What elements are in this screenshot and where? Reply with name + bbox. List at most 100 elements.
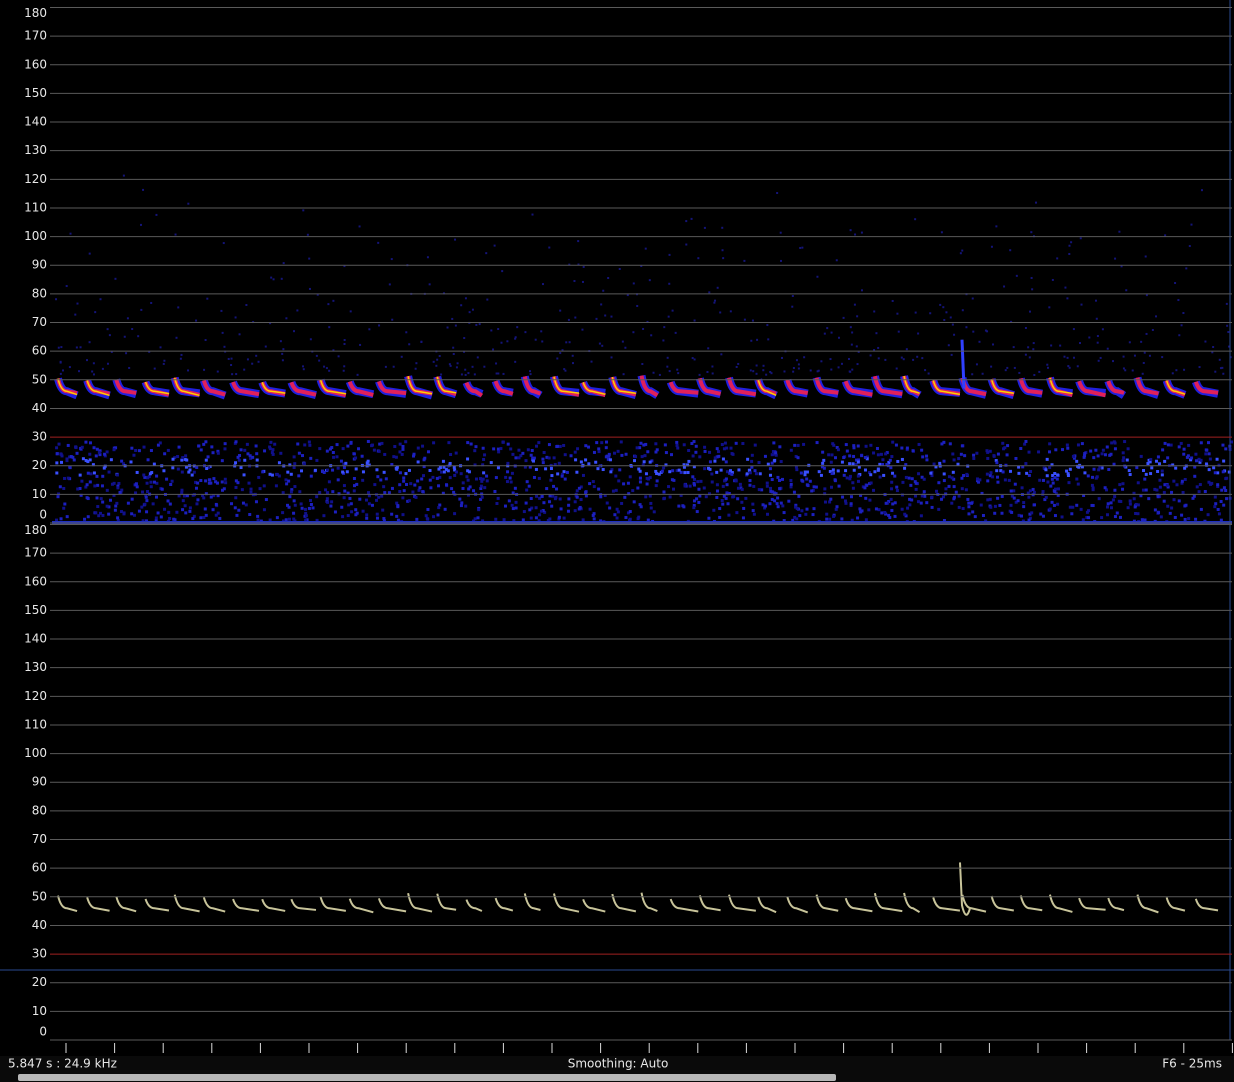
noise (692, 454, 695, 457)
noise (1056, 257, 1058, 259)
noise (542, 283, 544, 285)
noise (1024, 462, 1027, 465)
noise (752, 509, 755, 512)
noise (1057, 487, 1060, 490)
noise (615, 489, 618, 492)
noise (948, 344, 950, 346)
noise (449, 363, 451, 365)
noise (180, 489, 183, 492)
noise (370, 444, 373, 447)
noise (155, 214, 157, 216)
noise (978, 341, 980, 343)
noise (189, 468, 192, 471)
noise (472, 489, 475, 492)
noise (1124, 369, 1126, 371)
noise (235, 373, 237, 375)
noise (720, 353, 722, 355)
noise (443, 470, 446, 473)
noise (1205, 462, 1208, 465)
noise (952, 324, 954, 326)
y-tick-label: 70 (32, 832, 47, 846)
noise (60, 517, 63, 520)
noise (911, 477, 914, 480)
noise (155, 496, 158, 499)
noise (1164, 234, 1166, 236)
noise (717, 450, 720, 453)
noise (145, 496, 148, 499)
noise (1065, 470, 1068, 473)
noise (59, 485, 62, 488)
noise (514, 487, 517, 490)
noise (1149, 458, 1152, 461)
noise (413, 484, 416, 487)
noise (585, 494, 588, 497)
noise (895, 444, 898, 447)
page: 5.847 s : 24.9 kHz Smoothing: Auto F6 - … (0, 0, 1234, 1082)
noise (283, 262, 285, 264)
noise (840, 517, 843, 520)
noise (417, 460, 420, 463)
noise (207, 455, 210, 458)
noise (1088, 336, 1090, 338)
noise (212, 451, 215, 454)
noise (948, 475, 951, 478)
noise (216, 482, 219, 485)
noise (257, 476, 260, 479)
noise (1053, 476, 1056, 479)
noise (575, 471, 578, 474)
noise (963, 454, 966, 457)
noise (771, 462, 774, 465)
call-spike (962, 340, 964, 389)
noise (279, 452, 282, 455)
noise (923, 478, 926, 481)
noise (465, 297, 467, 299)
noise (367, 460, 370, 463)
noise (553, 456, 556, 459)
noise (357, 447, 360, 450)
noise (593, 485, 596, 488)
scrollbar[interactable] (18, 1074, 836, 1081)
noise (896, 313, 898, 315)
noise (639, 477, 642, 480)
noise (107, 328, 109, 330)
noise (737, 468, 740, 471)
noise (220, 310, 222, 312)
noise (1022, 501, 1025, 504)
noise (67, 444, 70, 447)
noise (375, 499, 378, 502)
noise (966, 498, 969, 501)
noise (766, 485, 769, 488)
noise (239, 333, 241, 335)
noise (524, 331, 526, 333)
noise (591, 361, 593, 363)
noise (535, 468, 538, 471)
noise (161, 488, 164, 491)
noise (1035, 202, 1037, 204)
noise (294, 504, 297, 507)
noise (746, 472, 749, 475)
noise (687, 471, 690, 474)
noise (307, 234, 309, 236)
noise (1000, 512, 1003, 515)
noise (1046, 364, 1048, 366)
noise (1180, 442, 1183, 445)
noise (694, 358, 696, 360)
noise (629, 475, 632, 478)
noise (972, 454, 975, 457)
noise (780, 260, 782, 262)
noise (894, 501, 897, 504)
noise (86, 483, 89, 486)
noise (305, 514, 308, 517)
noise (955, 491, 958, 494)
noise (1199, 366, 1201, 368)
noise (1123, 356, 1125, 358)
noise (1125, 289, 1127, 291)
noise (377, 242, 379, 244)
noise (1161, 356, 1163, 358)
noise (437, 506, 440, 509)
noise (885, 502, 888, 505)
noise (327, 303, 329, 305)
noise (427, 256, 429, 258)
noise (597, 447, 600, 450)
noise (1204, 452, 1207, 455)
